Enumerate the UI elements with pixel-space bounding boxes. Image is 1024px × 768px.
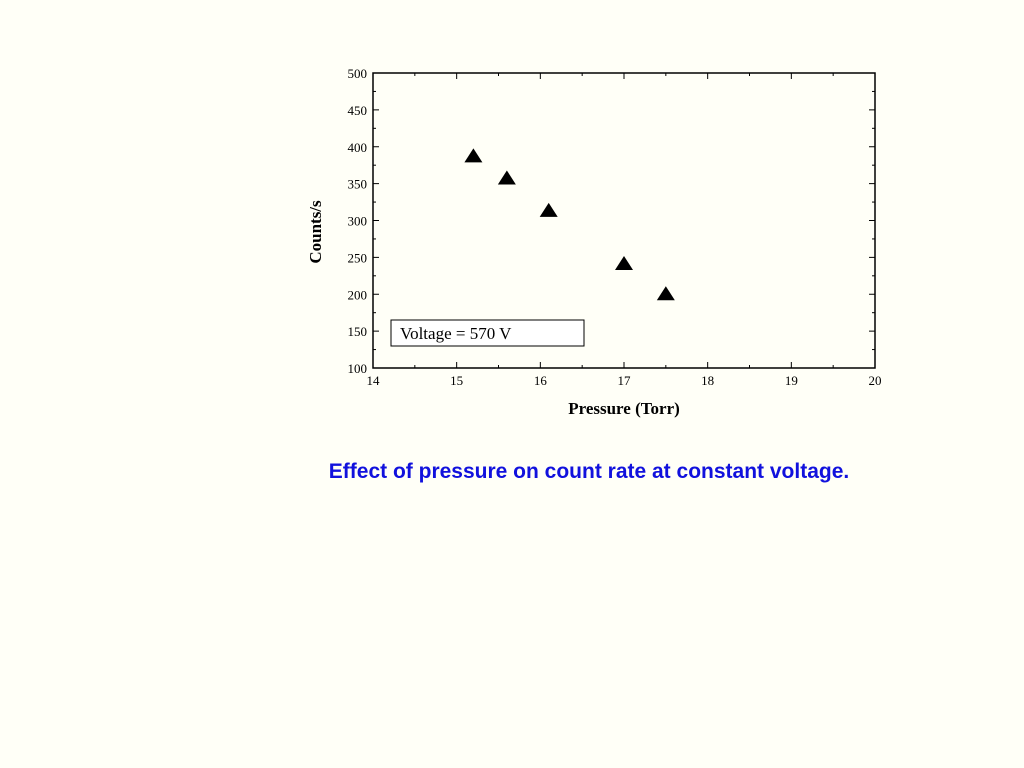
y-tick-label: 300 (348, 214, 368, 229)
x-axis-ticks: 14 15 16 17 18 19 20 (367, 73, 882, 388)
data-points (464, 148, 675, 301)
y-tick-label: 100 (348, 361, 368, 376)
x-tick-label: 16 (534, 373, 548, 388)
x-tick-label: 15 (450, 373, 463, 388)
slide-caption: Effect of pressure on count rate at cons… (328, 460, 850, 483)
y-axis-title: Counts/s (306, 200, 325, 264)
y-tick-label: 500 (348, 66, 368, 81)
y-axis-ticks: 100 150 200 250 300 350 400 450 500 (348, 66, 875, 376)
y-tick-label: 250 (348, 250, 368, 265)
y-tick-label: 150 (348, 324, 368, 339)
scatter-chart: 14 15 16 17 18 19 20 100 150 200 250 300 350 400 450 5… (306, 66, 882, 418)
x-axis-title: Pressure (Torr) (568, 399, 680, 418)
y-tick-label: 350 (348, 177, 368, 192)
x-tick-label: 17 (618, 373, 632, 388)
y-tick-label: 400 (348, 140, 368, 155)
data-point-triangle (539, 202, 558, 217)
data-point-triangle (656, 286, 675, 301)
y-tick-label: 200 (348, 287, 368, 302)
x-tick-label: 18 (701, 373, 714, 388)
data-point-triangle (497, 170, 516, 185)
data-point-triangle (615, 256, 633, 271)
y-tick-label: 450 (348, 103, 368, 118)
x-tick-label: 19 (785, 373, 798, 388)
x-tick-label: 14 (367, 373, 381, 388)
x-tick-label: 20 (869, 373, 882, 388)
annotation-text: Voltage = 570 V (400, 324, 512, 343)
data-point-triangle (464, 148, 483, 163)
annotation-box (390, 319, 585, 347)
